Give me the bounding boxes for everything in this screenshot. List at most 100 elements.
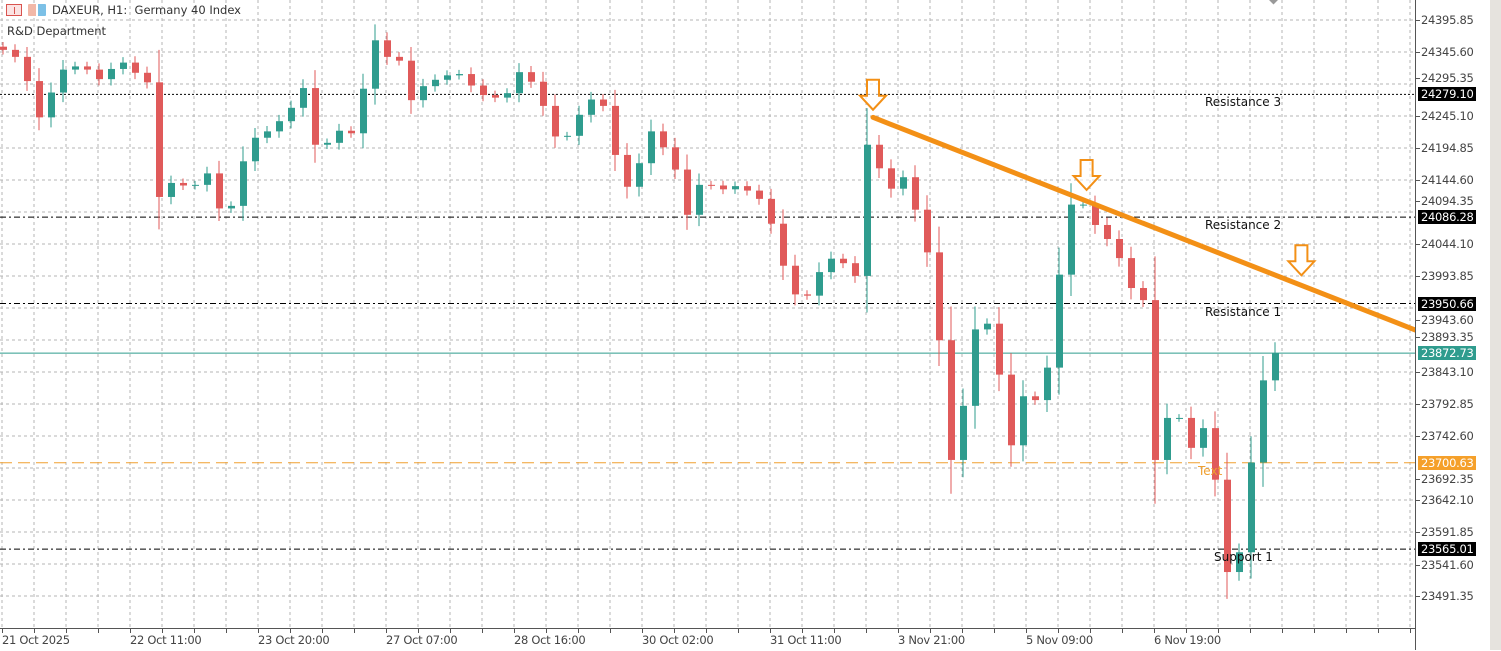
candle-body bbox=[0, 46, 7, 50]
time-tick bbox=[1090, 629, 1091, 633]
price-chart[interactable] bbox=[0, 0, 1415, 628]
time-tick-label: 21 Oct 2025 bbox=[2, 633, 70, 647]
time-tick bbox=[322, 629, 323, 633]
candle-body bbox=[888, 168, 895, 189]
time-tick bbox=[194, 629, 195, 633]
time-tick-label: 3 Nov 21:00 bbox=[898, 633, 965, 647]
chart-pair-icon[interactable] bbox=[28, 4, 46, 16]
time-tick bbox=[98, 629, 99, 633]
candle-body bbox=[336, 130, 343, 143]
candle-body bbox=[1212, 428, 1219, 480]
price-tick-label: 24144.60 bbox=[1415, 173, 1474, 188]
time-tick bbox=[1282, 629, 1283, 633]
level-price-badge: 23950.66 bbox=[1418, 296, 1477, 311]
time-tick bbox=[1346, 629, 1347, 633]
candle-body bbox=[684, 169, 691, 215]
candle-body bbox=[324, 142, 331, 145]
candle-body bbox=[840, 258, 847, 264]
time-tick-label: 28 Oct 16:00 bbox=[514, 633, 586, 647]
time-tick bbox=[1154, 629, 1155, 633]
candle-body bbox=[1272, 352, 1279, 381]
candle-body bbox=[1080, 204, 1087, 206]
market-watch-icon[interactable] bbox=[6, 4, 22, 16]
time-tick bbox=[66, 629, 67, 633]
price-axis[interactable]: 24279.10 24086.28 23950.66 23565.01 23872.73… bbox=[1415, 0, 1491, 650]
candle-body bbox=[156, 82, 163, 197]
candle-body bbox=[936, 252, 943, 341]
candle-body bbox=[432, 79, 439, 87]
candle-body bbox=[1236, 552, 1243, 573]
candle-body bbox=[300, 88, 307, 108]
candle-body bbox=[1116, 238, 1123, 259]
candle-body bbox=[672, 147, 679, 170]
candle-body bbox=[972, 329, 979, 406]
candle-body bbox=[396, 56, 403, 61]
price-tick-label: 23591.85 bbox=[1415, 525, 1474, 539]
candle-body bbox=[360, 88, 367, 134]
time-tick-label: 27 Oct 07:00 bbox=[386, 633, 458, 647]
candle-body bbox=[540, 81, 547, 106]
price-tick-label: 23541.60 bbox=[1415, 558, 1474, 573]
time-tick bbox=[898, 629, 899, 633]
candle-body bbox=[468, 74, 475, 86]
down-arrow-icon bbox=[1286, 244, 1317, 277]
time-tick bbox=[866, 629, 867, 633]
down-arrow-icon bbox=[1071, 158, 1102, 192]
candle-body bbox=[564, 135, 571, 137]
candle-body bbox=[636, 163, 643, 187]
candle-body bbox=[288, 107, 295, 122]
time-tick bbox=[770, 629, 771, 633]
candle-body bbox=[144, 72, 151, 83]
candle-body bbox=[1044, 367, 1051, 401]
candle-body bbox=[1224, 479, 1231, 573]
candle-body bbox=[348, 130, 355, 134]
candle-body bbox=[852, 263, 859, 276]
candle-body bbox=[1104, 224, 1111, 239]
candle-body bbox=[492, 95, 499, 98]
price-tick-label: 24245.10 bbox=[1415, 109, 1474, 124]
text-line-label: Text bbox=[1198, 463, 1223, 478]
time-tick bbox=[450, 629, 451, 633]
time-tick bbox=[1026, 629, 1027, 633]
time-tick bbox=[1058, 629, 1059, 633]
candle-body bbox=[828, 258, 835, 273]
level-label: Resistance 2 bbox=[1205, 218, 1282, 233]
candle-body bbox=[504, 93, 511, 98]
candle-body bbox=[648, 131, 655, 164]
time-tick bbox=[930, 629, 931, 633]
chart-subtitle: R&D Department bbox=[7, 24, 107, 38]
candle-body bbox=[408, 60, 415, 101]
level-label: Resistance 3 bbox=[1205, 95, 1282, 110]
candle-body bbox=[96, 69, 103, 80]
candle-body bbox=[120, 62, 127, 69]
candle-body bbox=[768, 198, 775, 224]
candle-body bbox=[1140, 288, 1147, 301]
candle-body bbox=[216, 173, 223, 209]
candle-body bbox=[816, 272, 823, 296]
time-tick bbox=[1122, 629, 1123, 633]
candle-body bbox=[1020, 396, 1027, 446]
level-price-badge: 24086.28 bbox=[1418, 210, 1477, 225]
candle-body bbox=[60, 69, 67, 93]
candle-body bbox=[696, 184, 703, 215]
candle-body bbox=[660, 131, 667, 148]
candle-body bbox=[732, 186, 739, 190]
time-axis[interactable]: 21 Oct 2025 22 Oct 11:00 23 Oct 20:00 27 Oc… bbox=[0, 628, 1415, 651]
price-tick-label: 23642.10 bbox=[1415, 493, 1474, 507]
time-tick-label: 22 Oct 11:00 bbox=[130, 633, 202, 647]
candle-body bbox=[84, 66, 91, 70]
candle-body bbox=[384, 40, 391, 57]
candle-body bbox=[444, 75, 451, 80]
time-tick bbox=[546, 629, 547, 633]
candle-body bbox=[24, 56, 31, 82]
scrollbar[interactable] bbox=[1490, 0, 1501, 650]
time-tick bbox=[802, 629, 803, 633]
chart-title: DAXEUR, H1: Germany 40 Index bbox=[52, 3, 241, 17]
time-tick bbox=[578, 629, 579, 633]
candle-body bbox=[960, 405, 967, 460]
candle-body bbox=[600, 99, 607, 106]
candle-body bbox=[456, 74, 463, 76]
candle-body bbox=[708, 184, 715, 186]
price-tick-label: 23843.10 bbox=[1415, 365, 1474, 379]
candle-body bbox=[624, 154, 631, 187]
